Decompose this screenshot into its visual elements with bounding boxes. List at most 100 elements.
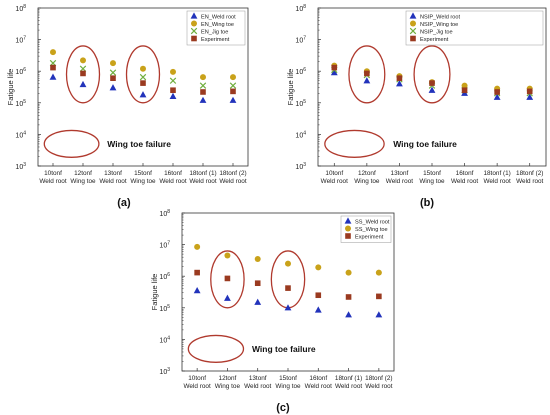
x-tick-label: Weld root	[386, 178, 413, 185]
x-tick-label: Wing toe	[130, 178, 156, 185]
x-tick-label: Weld root	[244, 383, 271, 390]
data-point	[200, 89, 206, 95]
x-tick-label: Wing toe	[354, 178, 380, 185]
x-tick-label: Weld root	[189, 178, 216, 185]
x-tick-label: 18tonf (2)	[365, 375, 392, 382]
y-axis-label: Fatigue life	[150, 274, 159, 311]
data-point	[140, 65, 146, 72]
y-tick-label: 104	[295, 130, 306, 139]
data-point	[315, 264, 322, 271]
x-tick-label: Wing toe	[275, 383, 301, 390]
y-tick-label: 107	[295, 36, 306, 45]
data-point	[345, 294, 352, 300]
data-point	[493, 93, 501, 100]
x-tick-label: Weld root	[99, 178, 126, 185]
x-tick-label: 18tonf (2)	[516, 170, 543, 177]
data-point	[49, 73, 57, 80]
x-tick-label: 13tonf	[249, 375, 267, 382]
annotation-text: Wing toe failure	[107, 139, 171, 149]
data-point	[109, 69, 117, 76]
data-point	[170, 68, 176, 75]
data-point	[375, 269, 382, 276]
data-point	[79, 65, 87, 72]
data-point	[285, 285, 291, 291]
data-point	[396, 80, 403, 87]
x-tick-label: Weld root	[321, 178, 348, 185]
series-en-wing-toe	[50, 49, 236, 81]
data-point	[396, 75, 403, 82]
series-ss-weld-root	[193, 287, 383, 318]
data-point	[170, 87, 176, 94]
highlight-ellipse	[125, 45, 161, 104]
data-point	[363, 77, 371, 84]
data-point	[345, 311, 352, 318]
data-point	[461, 87, 468, 94]
data-point	[254, 256, 261, 263]
y-tick-label: 104	[15, 130, 26, 139]
data-point	[169, 77, 177, 84]
data-point	[139, 91, 147, 98]
data-point	[79, 80, 87, 88]
legend-label: Experiment	[201, 37, 230, 43]
x-tick-label: 16tonf	[456, 170, 474, 177]
x-tick-label: Wing toe	[215, 383, 241, 390]
data-point	[526, 93, 534, 100]
data-point	[314, 306, 322, 313]
legend-marker	[410, 35, 416, 42]
highlight-ellipse	[348, 45, 386, 104]
x-tick-label: 15tonf	[423, 170, 441, 177]
x-tick-label: 10tonf	[325, 170, 343, 177]
legend-marker	[190, 12, 198, 19]
y-axis-label: Fatigue life	[286, 69, 295, 106]
series-nsip-weld-root	[330, 69, 534, 100]
legend-marker	[191, 20, 197, 27]
x-tick-label: Wing toe	[70, 178, 96, 185]
x-tick-label: 16tonf	[309, 375, 327, 382]
panel-label: (b)	[420, 197, 434, 209]
legend-marker	[190, 27, 198, 35]
data-point	[376, 293, 382, 300]
y-tick-label: 104	[159, 335, 170, 344]
data-point	[199, 82, 207, 89]
annotation-text: Wing toe failure	[393, 139, 457, 149]
data-point	[224, 294, 231, 301]
legend-marker	[410, 20, 416, 27]
x-tick-label: Weld root	[365, 383, 392, 390]
data-point	[109, 84, 117, 91]
data-point	[50, 49, 56, 56]
legend-label: Experiment	[355, 235, 384, 241]
x-tick-label: 18tonf (1)	[335, 375, 362, 382]
x-tick-label: 13tonf	[104, 170, 122, 177]
y-tick-label: 103	[295, 162, 306, 171]
legend-marker	[345, 225, 351, 232]
highlight-ellipse	[65, 45, 101, 104]
annotation-ellipse	[187, 334, 245, 363]
y-tick-label: 105	[159, 304, 170, 313]
data-point	[50, 64, 56, 71]
y-axis-label: Fatigue life	[6, 69, 15, 106]
data-point	[494, 89, 500, 95]
data-point	[285, 260, 291, 267]
series-experiment	[331, 64, 533, 95]
x-tick-label: 15tonf	[279, 375, 297, 382]
data-point	[230, 88, 236, 95]
x-tick-label: 13tonf	[391, 170, 409, 177]
data-point	[375, 311, 383, 318]
data-point	[461, 82, 468, 89]
y-tick-label: 106	[159, 272, 170, 281]
x-tick-label: Weld root	[39, 178, 66, 185]
highlight-ellipse	[270, 250, 306, 309]
legend-box	[405, 10, 544, 46]
legend-label: NSIP_Wing toe	[420, 22, 458, 28]
data-point	[428, 86, 436, 93]
data-point	[330, 69, 338, 76]
data-point	[364, 70, 370, 77]
legend-label: Experiment	[420, 37, 449, 43]
legend-marker	[191, 35, 197, 42]
legend-label: SS_Weld root	[355, 220, 390, 226]
legend-label: EN_Weld root	[201, 15, 236, 21]
data-point	[80, 57, 86, 64]
data-point	[139, 73, 147, 81]
series-experiment	[50, 64, 236, 95]
